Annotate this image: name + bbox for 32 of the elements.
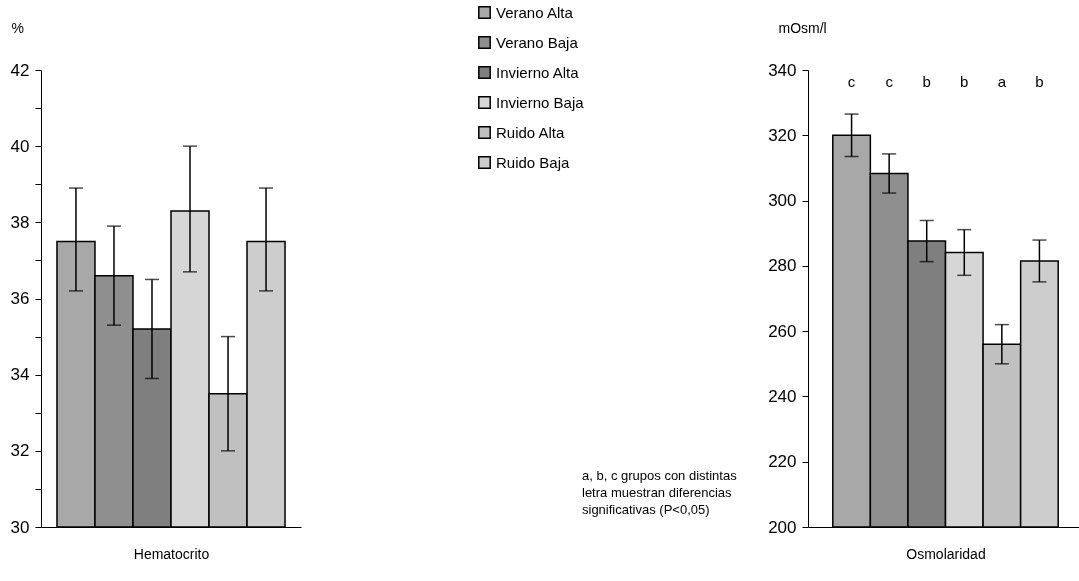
y-tick-label: 260 xyxy=(768,321,797,341)
y-axis-title: mOsm/l xyxy=(778,19,827,36)
y-tick-label: 280 xyxy=(768,256,797,276)
y-axis-title: % xyxy=(11,19,24,36)
legend-label: Ruido Baja xyxy=(496,153,571,171)
y-tick-label: 34 xyxy=(10,365,30,385)
y-tick-label: 40 xyxy=(10,136,30,156)
annotation: a xyxy=(997,73,1007,90)
legend-label: Verano Baja xyxy=(496,33,579,51)
text: a, b, c grupos con distintas letra muestran diferencias significativas (P<0,05) xyxy=(582,468,738,517)
annotation: c xyxy=(885,73,894,90)
annotation: c xyxy=(847,73,856,90)
x-axis-title: Hematocrito xyxy=(133,545,210,562)
annotation: b xyxy=(960,73,969,90)
y-tick-label: 340 xyxy=(768,60,797,80)
legend-label: Verano Alta xyxy=(496,3,574,21)
annotation: b xyxy=(922,73,931,90)
legend-label: Ruido Alta xyxy=(496,123,566,141)
legend-label: Invierno Alta xyxy=(496,63,580,81)
y-tick-label: 32 xyxy=(10,441,30,461)
y-tick-label: 42 xyxy=(10,60,30,80)
y-tick-label: 220 xyxy=(768,452,797,472)
y-tick-label: 300 xyxy=(768,191,797,211)
annotation: b xyxy=(1035,73,1044,90)
x-axis-title: Osmolaridad xyxy=(906,545,986,562)
y-tick-label: 200 xyxy=(768,517,797,537)
y-tick-label: 38 xyxy=(10,212,30,232)
y-tick-label: 36 xyxy=(10,289,30,308)
legend-label: Invierno Baja xyxy=(496,93,585,111)
y-tick-label: 240 xyxy=(768,386,797,406)
y-tick-label: 30 xyxy=(10,517,30,537)
y-tick-label: 320 xyxy=(768,125,797,145)
